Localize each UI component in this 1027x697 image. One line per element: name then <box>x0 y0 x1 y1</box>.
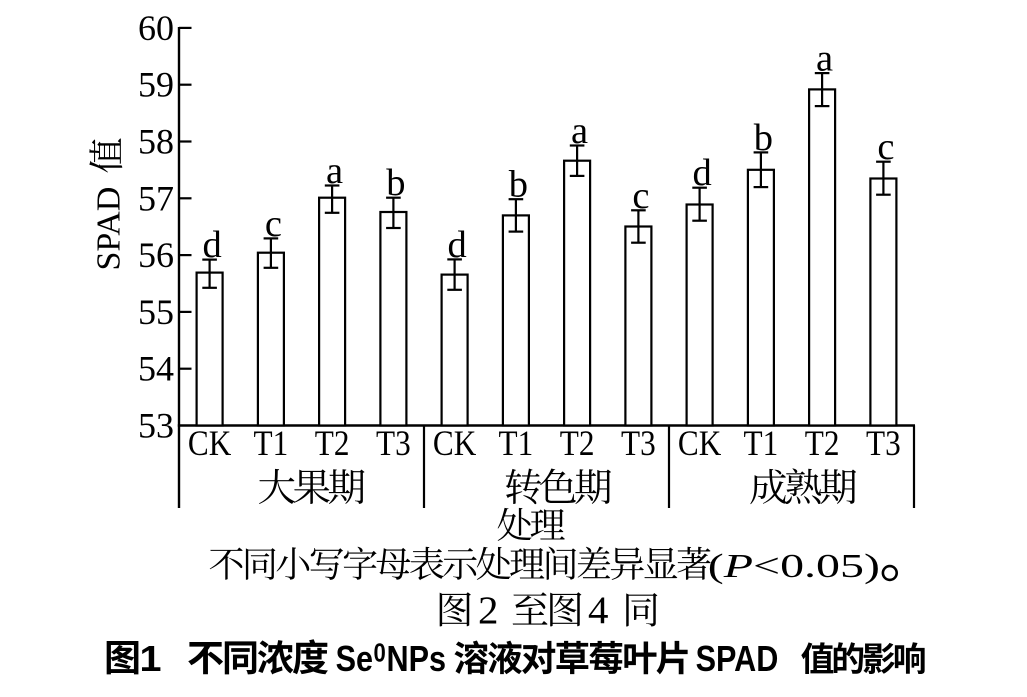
svg-text:T1: T1 <box>499 424 534 463</box>
svg-text:CK: CK <box>188 424 231 463</box>
svg-text:T2: T2 <box>315 424 350 463</box>
svg-text:b: b <box>754 117 773 159</box>
svg-text:a: a <box>326 150 343 192</box>
svg-text:60: 60 <box>138 8 174 48</box>
svg-text:1: 1 <box>140 640 162 680</box>
svg-text:SPAD: SPAD <box>696 640 779 680</box>
svg-text:a: a <box>571 110 588 152</box>
svg-text:(P<0.05): (P<0.05) <box>708 547 880 585</box>
svg-text:c: c <box>877 126 894 168</box>
svg-text:57: 57 <box>138 178 174 218</box>
svg-text:T2: T2 <box>560 424 595 463</box>
svg-text:Se: Se <box>336 640 373 680</box>
svg-text:T1: T1 <box>744 424 779 463</box>
svg-text:T3: T3 <box>866 424 901 463</box>
svg-text:c: c <box>632 175 649 217</box>
svg-text:55: 55 <box>138 292 174 332</box>
svg-text:0: 0 <box>374 639 386 668</box>
svg-text:T3: T3 <box>376 424 411 463</box>
svg-text:CK: CK <box>678 424 721 463</box>
svg-text:SPAD: SPAD <box>91 187 128 271</box>
svg-text:CK: CK <box>433 424 476 463</box>
svg-text:NPs: NPs <box>387 640 447 680</box>
svg-text:T1: T1 <box>254 424 289 463</box>
svg-text:c: c <box>265 203 282 245</box>
svg-text:56: 56 <box>138 235 174 275</box>
svg-text:53: 53 <box>138 406 174 446</box>
svg-text:b: b <box>386 162 405 204</box>
svg-text:T3: T3 <box>621 424 656 463</box>
svg-text:58: 58 <box>138 122 174 162</box>
svg-text:54: 54 <box>138 349 174 389</box>
svg-text:d: d <box>447 224 466 266</box>
svg-text:a: a <box>816 38 833 80</box>
svg-text:59: 59 <box>138 65 174 105</box>
svg-text:d: d <box>202 224 221 266</box>
svg-text:4: 4 <box>588 588 608 632</box>
svg-text:T2: T2 <box>805 424 840 463</box>
svg-text:d: d <box>692 152 711 194</box>
svg-text:b: b <box>509 164 528 206</box>
svg-text:2: 2 <box>478 588 498 632</box>
